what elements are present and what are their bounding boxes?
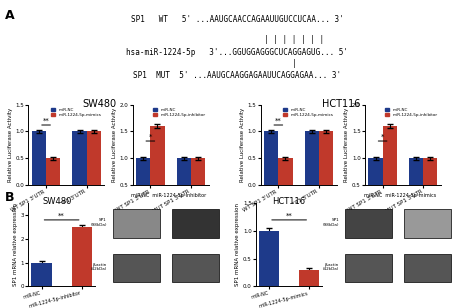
Text: B: B xyxy=(5,191,14,204)
Bar xyxy=(191,158,205,212)
Text: miR-NC  miR-1224-5p-inhibitor: miR-NC miR-1224-5p-inhibitor xyxy=(131,192,206,197)
Text: SP1  MUT  5' ...AAUGCAAGGAGAAUUCAGGAGAA... 3': SP1 MUT 5' ...AAUGCAAGGAGAAUUCAGGAGAA...… xyxy=(133,71,341,80)
Bar xyxy=(172,254,219,282)
Y-axis label: Relative Luciferase Activity: Relative Luciferase Activity xyxy=(112,107,117,182)
Legend: miR-NC, miR-1224-5p-mimics: miR-NC, miR-1224-5p-mimics xyxy=(283,107,335,117)
Text: **: ** xyxy=(58,213,65,219)
Y-axis label: SP1 mRNA relative expression: SP1 mRNA relative expression xyxy=(13,203,18,286)
Bar xyxy=(299,270,319,286)
Bar xyxy=(264,132,278,185)
Bar xyxy=(172,209,219,238)
Text: SW480: SW480 xyxy=(42,197,72,206)
Bar xyxy=(113,254,160,282)
Legend: miR-NC, miR-1224-5p-inhibitor: miR-NC, miR-1224-5p-inhibitor xyxy=(152,107,207,117)
Legend: miR-NC, miR-1224-5p-mimics: miR-NC, miR-1224-5p-mimics xyxy=(50,107,102,117)
Bar xyxy=(113,209,160,238)
Text: β-actin
(42kDa): β-actin (42kDa) xyxy=(322,263,339,271)
Bar xyxy=(278,158,292,185)
Bar xyxy=(319,132,333,185)
Text: A: A xyxy=(5,9,14,22)
Bar xyxy=(383,126,397,212)
Text: SW480: SW480 xyxy=(82,99,117,108)
Text: SP1   WT   5' ...AAUGCAACCAGAAUUGUCCUCAA... 3': SP1 WT 5' ...AAUGCAACCAGAAUUGUCCUCAA... … xyxy=(131,15,343,24)
Bar xyxy=(404,209,451,238)
Bar xyxy=(87,132,101,185)
Bar xyxy=(409,158,423,212)
Y-axis label: Relative Luciferase Activity: Relative Luciferase Activity xyxy=(8,107,13,182)
Text: miR-NC  miR-1224-5p-mimics: miR-NC miR-1224-5p-mimics xyxy=(365,192,437,197)
Text: hsa-miR-1224-5p   3'...GGUGGAGGGCUCAGGAGUG... 5': hsa-miR-1224-5p 3'...GGUGGAGGGCUCAGGAGUG… xyxy=(126,48,348,57)
Text: **: ** xyxy=(43,117,49,124)
Text: *: * xyxy=(149,133,152,140)
Bar xyxy=(423,158,438,212)
Legend: miR-NC, miR-1224-5p-inhibitor: miR-NC, miR-1224-5p-inhibitor xyxy=(384,107,439,117)
Text: SP1
(98kDa): SP1 (98kDa) xyxy=(322,218,339,227)
Bar xyxy=(136,158,150,212)
Text: **: ** xyxy=(275,117,282,124)
Text: β-actin
(42kDa): β-actin (42kDa) xyxy=(90,263,107,271)
Bar xyxy=(345,254,392,282)
Bar xyxy=(177,158,191,212)
Bar xyxy=(72,227,92,286)
Bar xyxy=(150,126,164,212)
Bar xyxy=(368,158,383,212)
Text: | | | | | | |: | | | | | | | xyxy=(264,35,324,44)
Bar xyxy=(404,254,451,282)
Bar xyxy=(345,209,392,238)
Bar xyxy=(73,132,87,185)
Y-axis label: Relative Luciferase Activity: Relative Luciferase Activity xyxy=(344,107,349,182)
Bar xyxy=(305,132,319,185)
Text: HCT116: HCT116 xyxy=(322,99,360,108)
Text: SP1
(98kDa): SP1 (98kDa) xyxy=(90,218,107,227)
Bar xyxy=(259,231,279,286)
Y-axis label: SP1 mRNA relative expression: SP1 mRNA relative expression xyxy=(235,203,240,286)
Bar xyxy=(46,158,60,185)
Text: HCT116: HCT116 xyxy=(273,197,306,206)
Text: *: * xyxy=(381,133,384,140)
Text: |: | xyxy=(292,59,296,68)
Bar xyxy=(32,132,46,185)
Text: **: ** xyxy=(286,213,292,219)
Bar xyxy=(31,263,52,286)
Y-axis label: Relative Luciferase Activity: Relative Luciferase Activity xyxy=(240,107,245,182)
